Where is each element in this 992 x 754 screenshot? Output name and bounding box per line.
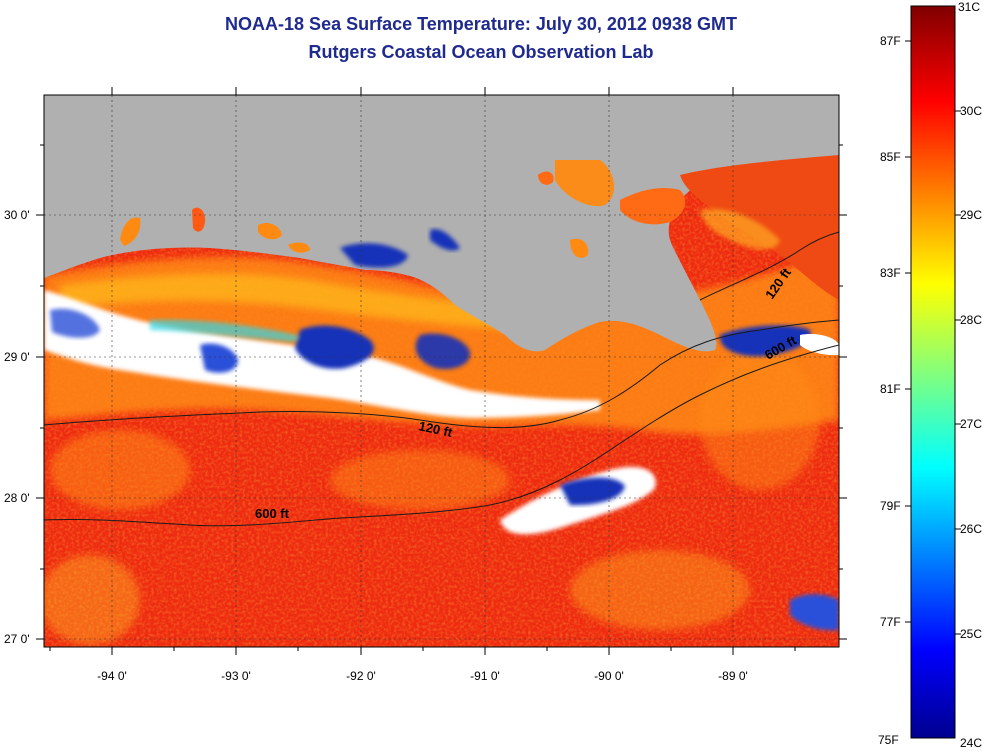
lake-pontchartrain — [555, 160, 615, 207]
colorbar-c-31: 31C — [958, 0, 980, 14]
sst-orange-patch — [44, 555, 140, 645]
inland-water — [538, 171, 554, 185]
map-frame — [43, 94, 840, 648]
lon-label-90: -90 0' — [594, 669, 624, 683]
sst-orange-patch — [50, 430, 190, 510]
contour-label-600-west: 600 ft — [255, 506, 290, 521]
cyan-fringe — [150, 319, 300, 342]
lat-label-29: 29 0' — [4, 350, 30, 364]
sst-orange-patch — [330, 450, 510, 510]
colorbar-c-28: 28C — [960, 313, 982, 327]
colorbar: 31C 30C 29C 28C 27C 26C 25C 24C 87F 85F … — [878, 0, 982, 750]
contour-120ft — [44, 319, 839, 429]
lon-label-93: -93 0' — [221, 669, 251, 683]
lat-label-27: 27 0' — [4, 632, 30, 646]
colorbar-c-27: 27C — [960, 417, 982, 431]
contour-120ft-east — [699, 231, 839, 301]
inland-water — [192, 207, 206, 232]
colorbar-c-26: 26C — [960, 522, 982, 536]
map-subtitle: Rutgers Coastal Ocean Observation Lab — [308, 42, 654, 62]
colorbar-f-81: 81F — [880, 382, 901, 396]
cool-patch — [50, 308, 100, 338]
land-mass — [44, 95, 839, 352]
colorbar-c-25: 25C — [960, 627, 982, 641]
colorbar-f-79: 79F — [880, 499, 901, 513]
cloud-patch-east — [800, 334, 839, 356]
colorbar-c-24: 24C — [960, 736, 982, 750]
inland-water — [700, 209, 780, 250]
cool-patch — [415, 333, 471, 370]
inland-water-cool — [340, 243, 408, 268]
sst-orange-patch — [570, 550, 750, 630]
inland-water — [570, 238, 589, 258]
contour-label-120-mid: 120 ft — [417, 418, 454, 440]
cool-patch — [200, 343, 238, 373]
colorbar-f-83: 83F — [880, 266, 901, 280]
colorbar-f-77: 77F — [880, 615, 901, 629]
map-ticks — [36, 87, 847, 655]
inland-water — [620, 188, 686, 225]
colorbar-c-30: 30C — [960, 104, 982, 118]
lat-label-28: 28 0' — [4, 491, 30, 505]
inland-water-cool — [430, 229, 460, 251]
cool-patch — [295, 325, 374, 369]
sst-orange-patch — [700, 350, 820, 490]
cool-patch — [719, 325, 811, 357]
lat-label-30: 30 0' — [4, 208, 30, 222]
colorbar-c-29: 29C — [960, 208, 982, 222]
colorbar-f-85: 85F — [880, 150, 901, 164]
lon-label-91: -91 0' — [470, 669, 500, 683]
cool-patch — [560, 477, 625, 506]
inland-water — [120, 217, 141, 246]
inland-water — [258, 223, 282, 240]
inland-water — [288, 242, 310, 253]
sst-yellow-band — [60, 273, 520, 330]
colorbar-f-75: 75F — [878, 733, 899, 747]
colorbar-gradient — [910, 5, 956, 739]
lon-label-94: -94 0' — [97, 669, 127, 683]
cool-patch — [790, 594, 839, 631]
graticule — [44, 95, 839, 647]
lon-label-89: -89 0' — [718, 669, 748, 683]
colorbar-ticks — [905, 40, 961, 635]
colorbar-f-87: 87F — [880, 34, 901, 48]
map-title: NOAA-18 Sea Surface Temperature: July 30… — [225, 14, 737, 34]
sst-raster: 600 ft 120 ft 120 ft 600 ft — [44, 95, 839, 647]
lon-label-92: -92 0' — [346, 669, 376, 683]
